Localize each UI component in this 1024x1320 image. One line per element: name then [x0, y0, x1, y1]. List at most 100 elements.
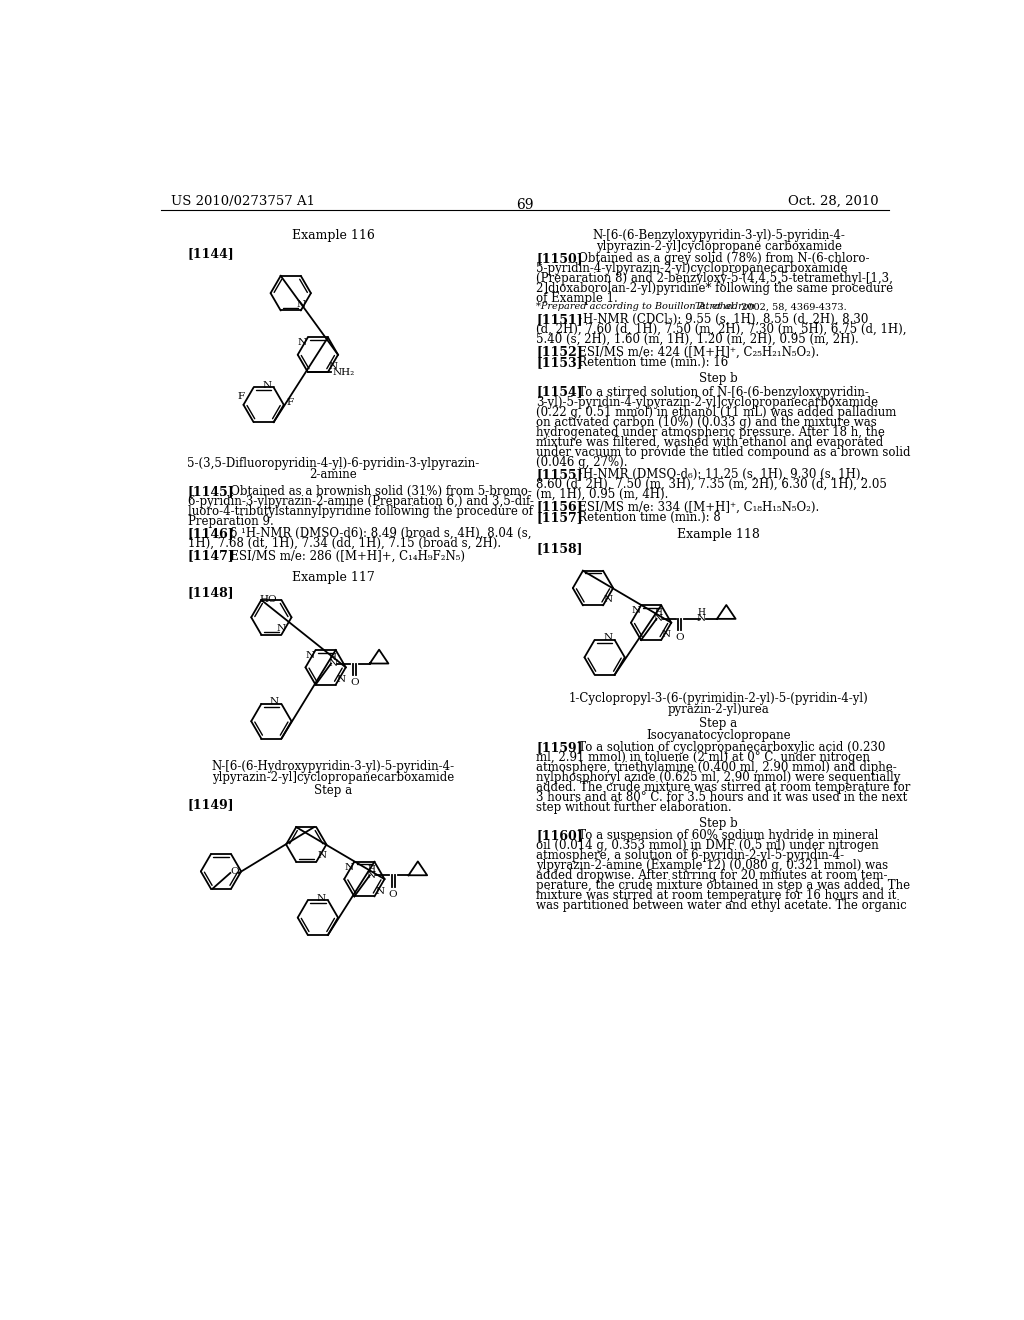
Text: N: N [276, 624, 286, 634]
Text: ESI/MS m/e: 334 ([M+H]⁺, C₁₈H₁₅N₅O₂).: ESI/MS m/e: 334 ([M+H]⁺, C₁₈H₁₅N₅O₂). [567, 500, 819, 513]
Text: F: F [286, 399, 293, 407]
Text: Example 117: Example 117 [292, 572, 375, 585]
Text: N: N [328, 659, 337, 668]
Text: 1H), 7.68 (dt, 1H), 7.34 (dd, 1H), 7.15 (broad s, 2H).: 1H), 7.68 (dt, 1H), 7.34 (dd, 1H), 7.15 … [187, 537, 501, 550]
Text: (d, 2H), 7.60 (d, 1H), 7.50 (m, 2H), 7.30 (m, 5H), 6.75 (d, 1H),: (d, 2H), 7.60 (d, 1H), 7.50 (m, 2H), 7.3… [537, 323, 907, 337]
Text: US 2010/0273757 A1: US 2010/0273757 A1 [171, 194, 314, 207]
Text: 2]dioxaborolan-2-yl)pyridine* following the same procedure: 2]dioxaborolan-2-yl)pyridine* following … [537, 282, 894, 296]
Text: (0.22 g, 0.51 mmol) in ethanol (11 mL) was added palladium: (0.22 g, 0.51 mmol) in ethanol (11 mL) w… [537, 405, 897, 418]
Text: N: N [337, 675, 346, 684]
Text: Example 118: Example 118 [677, 528, 760, 541]
Text: H: H [654, 609, 663, 618]
Text: N: N [316, 894, 326, 903]
Text: [1148]: [1148] [187, 586, 234, 599]
Text: Isocyanatocyclopropane: Isocyanatocyclopropane [646, 729, 791, 742]
Text: ESI/MS m/e: 286 ([M+H]+, C₁₄H₉F₂N₅): ESI/MS m/e: 286 ([M+H]+, C₁₄H₉F₂N₅) [219, 549, 465, 562]
Text: luoro-4-tributylstannylpyridine following the procedure of: luoro-4-tributylstannylpyridine followin… [187, 506, 532, 517]
Text: [1158]: [1158] [537, 543, 583, 554]
Text: hydrogenated under atmospheric pressure. After 18 h, the: hydrogenated under atmospheric pressure.… [537, 425, 886, 438]
Text: 69: 69 [516, 198, 534, 213]
Text: 8.60 (d, 2H), 7.50 (m, 3H), 7.35 (m, 2H), 6.30 (d, 1H), 2.05: 8.60 (d, 2H), 7.50 (m, 3H), 7.35 (m, 2H)… [537, 478, 888, 491]
Text: nylphosphoryl azide (0.625 ml, 2.90 mmol) were sequentially: nylphosphoryl azide (0.625 ml, 2.90 mmol… [537, 771, 901, 784]
Text: [1146]: [1146] [187, 527, 234, 540]
Text: (Preparation 8) and 2-benzyloxy-5-(4,4,5,5-tetramethyl-[1,3,: (Preparation 8) and 2-benzyloxy-5-(4,4,5… [537, 272, 893, 285]
Text: ¹H-NMR (CDCl₃): 9.55 (s, 1H), 8.55 (d, 2H), 8.30: ¹H-NMR (CDCl₃): 9.55 (s, 1H), 8.55 (d, 2… [567, 313, 868, 326]
Text: oil (0.014 g, 0.353 mmol) in DMF (0.5 ml) under nitrogen: oil (0.014 g, 0.353 mmol) in DMF (0.5 ml… [537, 840, 880, 853]
Text: of Example 1.: of Example 1. [537, 293, 618, 305]
Text: added dropwise. After stirring for 20 minutes at room tem-: added dropwise. After stirring for 20 mi… [537, 869, 888, 882]
Text: NH₂: NH₂ [333, 367, 355, 376]
Text: HO: HO [260, 595, 278, 605]
Text: [1145]: [1145] [187, 484, 234, 498]
Text: mixture was stirred at room temperature for 16 hours and it: mixture was stirred at room temperature … [537, 890, 897, 902]
Text: ESI/MS m/e: 424 ([M+H]⁺, C₂₅H₂₁N₅O₂).: ESI/MS m/e: 424 ([M+H]⁺, C₂₅H₂₁N₅O₂). [567, 346, 819, 359]
Text: (m, 1H), 0.95 (m, 4H).: (m, 1H), 0.95 (m, 4H). [537, 488, 669, 502]
Text: Step b: Step b [699, 817, 738, 830]
Text: on activated carbon (10%) (0.033 g) and the mixture was: on activated carbon (10%) (0.033 g) and … [537, 416, 878, 429]
Text: Retention time (min.): 16: Retention time (min.): 16 [567, 356, 729, 370]
Text: under vacuum to provide the titled compound as a brown solid: under vacuum to provide the titled compo… [537, 446, 911, 458]
Text: N: N [298, 338, 307, 347]
Text: [1150]: [1150] [537, 252, 583, 265]
Text: *Prepared according to Bouillon A. et al.: *Prepared according to Bouillon A. et al… [537, 302, 740, 312]
Text: H: H [368, 865, 375, 874]
Text: Retention time (min.): 8: Retention time (min.): 8 [567, 511, 721, 524]
Text: ylpyrazin-2-amine (Example 12) (0.080 g, 0.321 mmol) was: ylpyrazin-2-amine (Example 12) (0.080 g,… [537, 859, 889, 873]
Text: Step b: Step b [699, 372, 738, 384]
Text: N: N [296, 300, 305, 309]
Text: To a suspension of 60% sodium hydride in mineral: To a suspension of 60% sodium hydride in… [567, 829, 879, 842]
Text: O: O [389, 890, 397, 899]
Text: Example 116: Example 116 [292, 230, 375, 243]
Text: ylpyrazin-2-yl]cyclopropane carboxamide: ylpyrazin-2-yl]cyclopropane carboxamide [596, 240, 842, 253]
Text: N: N [604, 595, 613, 603]
Text: N: N [329, 362, 338, 371]
Text: step without further elaboration.: step without further elaboration. [537, 801, 732, 814]
Text: ¹H-NMR (DMSO-d₆): 11.25 (s, 1H), 9.30 (s, 1H),: ¹H-NMR (DMSO-d₆): 11.25 (s, 1H), 9.30 (s… [567, 469, 864, 480]
Text: 2002, 58, 4369-4373.: 2002, 58, 4369-4373. [738, 302, 847, 312]
Text: ylpyrazin-2-yl]cyclopropanecarboxamide: ylpyrazin-2-yl]cyclopropanecarboxamide [212, 771, 455, 784]
Text: Step a: Step a [314, 784, 352, 797]
Text: 3-yl)-5-pyridin-4-ylpyrazin-2-yl]cyclopropanecarboxamide: 3-yl)-5-pyridin-4-ylpyrazin-2-yl]cyclopr… [537, 396, 879, 409]
Text: ml, 2.91 mmol) in toluene (2 ml) at 0° C. under nitrogen: ml, 2.91 mmol) in toluene (2 ml) at 0° C… [537, 751, 870, 764]
Text: N: N [653, 614, 663, 623]
Text: atmosphere, a solution of 6-pyridin-2-yl-5-pyridin-4-: atmosphere, a solution of 6-pyridin-2-yl… [537, 849, 845, 862]
Text: N-[6-(6-Hydroxypyridin-3-yl)-5-pyridin-4-: N-[6-(6-Hydroxypyridin-3-yl)-5-pyridin-4… [212, 760, 455, 772]
Text: Oct. 28, 2010: Oct. 28, 2010 [788, 194, 879, 207]
Text: 3 hours and at 80° C. for 3.5 hours and it was used in the next: 3 hours and at 80° C. for 3.5 hours and … [537, 792, 907, 804]
Text: F: F [238, 392, 245, 401]
Text: Step a: Step a [699, 717, 737, 730]
Text: [1151]: [1151] [537, 313, 583, 326]
Text: δ ¹H-NMR (DMSO-d6): 8.49 (broad s, 4H), 8.04 (s,: δ ¹H-NMR (DMSO-d6): 8.49 (broad s, 4H), … [219, 527, 531, 540]
Text: Obtained as a brownish solid (31%) from 5-bromo-: Obtained as a brownish solid (31%) from … [219, 484, 531, 498]
Text: To a stirred solution of N-[6-(6-benzyloxypyridin-: To a stirred solution of N-[6-(6-benzylo… [567, 385, 869, 399]
Text: N: N [270, 697, 280, 706]
Text: pyrazin-2-yl)urea: pyrazin-2-yl)urea [668, 702, 769, 715]
Text: H: H [697, 609, 706, 618]
Text: Obtained as a grey solid (78%) from N-(6-chloro-: Obtained as a grey solid (78%) from N-(6… [567, 252, 870, 265]
Text: N: N [375, 887, 384, 896]
Text: mixture was filtered, washed with ethanol and evaporated: mixture was filtered, washed with ethano… [537, 436, 884, 449]
Text: [1157]: [1157] [537, 511, 583, 524]
Text: O: O [350, 678, 358, 688]
Text: 2-amine: 2-amine [309, 469, 357, 480]
Text: N: N [367, 871, 376, 879]
Text: perature, the crude mixture obtained in step a was added. The: perature, the crude mixture obtained in … [537, 879, 910, 892]
Text: N: N [662, 630, 671, 639]
Text: [1156]: [1156] [537, 500, 583, 513]
Text: [1149]: [1149] [187, 799, 234, 812]
Text: N-[6-(6-Benzyloxypyridin-3-yl)-5-pyridin-4-: N-[6-(6-Benzyloxypyridin-3-yl)-5-pyridin… [592, 230, 845, 243]
Text: O: O [230, 867, 240, 876]
Text: 5.40 (s, 2H), 1.60 (m, 1H), 1.20 (m, 2H), 0.95 (m, 2H).: 5.40 (s, 2H), 1.60 (m, 1H), 1.20 (m, 2H)… [537, 333, 859, 346]
Text: added. The crude mixture was stirred at room temperature for: added. The crude mixture was stirred at … [537, 781, 910, 795]
Text: N: N [344, 862, 353, 871]
Text: N: N [262, 380, 271, 389]
Text: N: N [317, 851, 327, 861]
Text: atmosphere, triethylamine (0.400 ml, 2.90 mmol) and diphe-: atmosphere, triethylamine (0.400 ml, 2.9… [537, 762, 897, 775]
Text: [1155]: [1155] [537, 469, 583, 480]
Text: Preparation 9.: Preparation 9. [187, 515, 273, 528]
Text: 6-pyridin-3-ylpyrazin-2-amine (Preparation 6,) and 3,5-dif-: 6-pyridin-3-ylpyrazin-2-amine (Preparati… [187, 495, 534, 508]
Text: N: N [697, 614, 707, 623]
Text: (0.046 g, 27%).: (0.046 g, 27%). [537, 455, 628, 469]
Text: N: N [603, 634, 612, 643]
Text: 1-Cyclopropyl-3-(6-(pyrimidin-2-yl)-5-(pyridin-4-yl): 1-Cyclopropyl-3-(6-(pyrimidin-2-yl)-5-(p… [568, 692, 868, 705]
